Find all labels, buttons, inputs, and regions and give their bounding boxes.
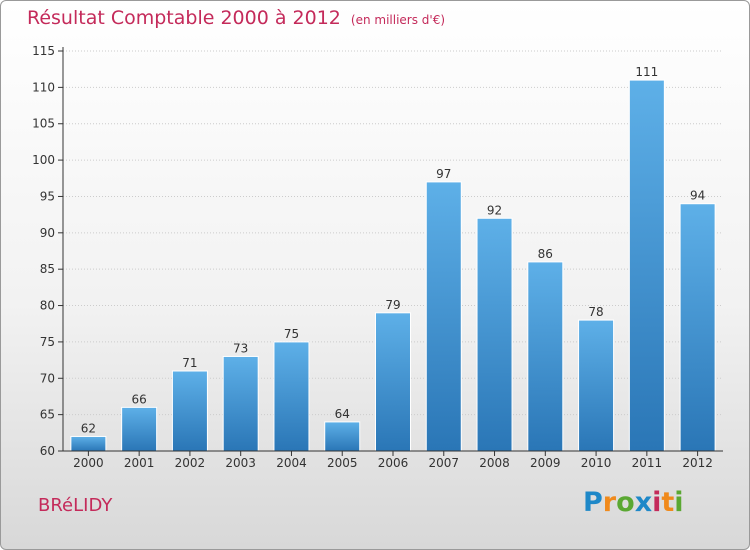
x-tick-label: 2004 — [276, 456, 307, 470]
bar — [578, 319, 615, 452]
brand-letter: i — [674, 487, 684, 518]
bar-value-label: 71 — [182, 356, 197, 370]
bar — [527, 261, 564, 452]
y-tick-label: 85 — [40, 262, 55, 276]
y-tick-label: 95 — [40, 189, 55, 203]
y-tick-label: 105 — [32, 117, 55, 131]
chart-title: Résultat Comptable 2000 à 2012 (en millie… — [27, 7, 445, 29]
x-tick-label: 2010 — [581, 456, 612, 470]
brand-letter: x — [634, 487, 653, 518]
bar-value-label: 75 — [284, 327, 299, 341]
bar — [476, 217, 513, 452]
y-tick-label: 100 — [32, 153, 55, 167]
commune-name: BRéLIDY — [38, 495, 113, 516]
bar-value-label: 73 — [233, 341, 248, 355]
bar — [273, 341, 310, 452]
x-tick-label: 2006 — [378, 456, 409, 470]
bar — [425, 181, 462, 452]
bar-value-label: 64 — [335, 407, 350, 421]
bar-value-label: 97 — [436, 167, 451, 181]
x-tick-label: 2011 — [632, 456, 663, 470]
chart-title-unit: (en milliers d'€) — [350, 13, 446, 27]
brand-letter: i — [652, 487, 662, 518]
y-tick-label: 80 — [40, 299, 55, 313]
x-tick-label: 2008 — [479, 456, 510, 470]
chart-title-main: Résultat Comptable 2000 à 2012 — [27, 7, 341, 29]
x-tick-label: 2001 — [124, 456, 155, 470]
x-tick-label: 2000 — [73, 456, 104, 470]
bar — [324, 421, 361, 452]
x-tick-label: 2007 — [428, 456, 459, 470]
brand-letter: r — [602, 487, 617, 518]
bar-value-label: 66 — [132, 392, 147, 406]
bar — [121, 406, 158, 452]
x-tick-label: 2005 — [327, 456, 358, 470]
bar-value-label: 62 — [81, 421, 96, 435]
bar-value-label: 78 — [588, 305, 603, 319]
y-tick-label: 115 — [32, 44, 55, 58]
brand-letter: P — [583, 487, 603, 518]
bar-value-label: 111 — [635, 65, 658, 79]
bar — [70, 435, 107, 452]
bar — [222, 355, 259, 452]
x-tick-label: 2009 — [530, 456, 561, 470]
y-tick-label: 90 — [40, 226, 55, 240]
brand-letter: o — [616, 487, 635, 518]
x-tick-label: 2012 — [682, 456, 713, 470]
bar-value-label: 92 — [487, 203, 502, 217]
y-tick-label: 110 — [32, 80, 55, 94]
bar-value-label: 79 — [385, 298, 400, 312]
y-tick-label: 60 — [40, 444, 55, 458]
bar — [375, 312, 411, 452]
bar — [679, 203, 716, 452]
x-tick-label: 2002 — [175, 456, 206, 470]
bar — [628, 79, 665, 452]
brand-letter: t — [661, 487, 675, 518]
y-tick-label: 75 — [40, 335, 55, 349]
y-tick-label: 65 — [40, 408, 55, 422]
x-tick-label: 2003 — [225, 456, 256, 470]
bar-value-label: 94 — [690, 189, 705, 203]
bar — [171, 370, 208, 452]
y-tick-label: 70 — [40, 371, 55, 385]
bar-value-label: 86 — [538, 247, 553, 261]
proxiti-logo: Proxiti — [583, 487, 684, 518]
